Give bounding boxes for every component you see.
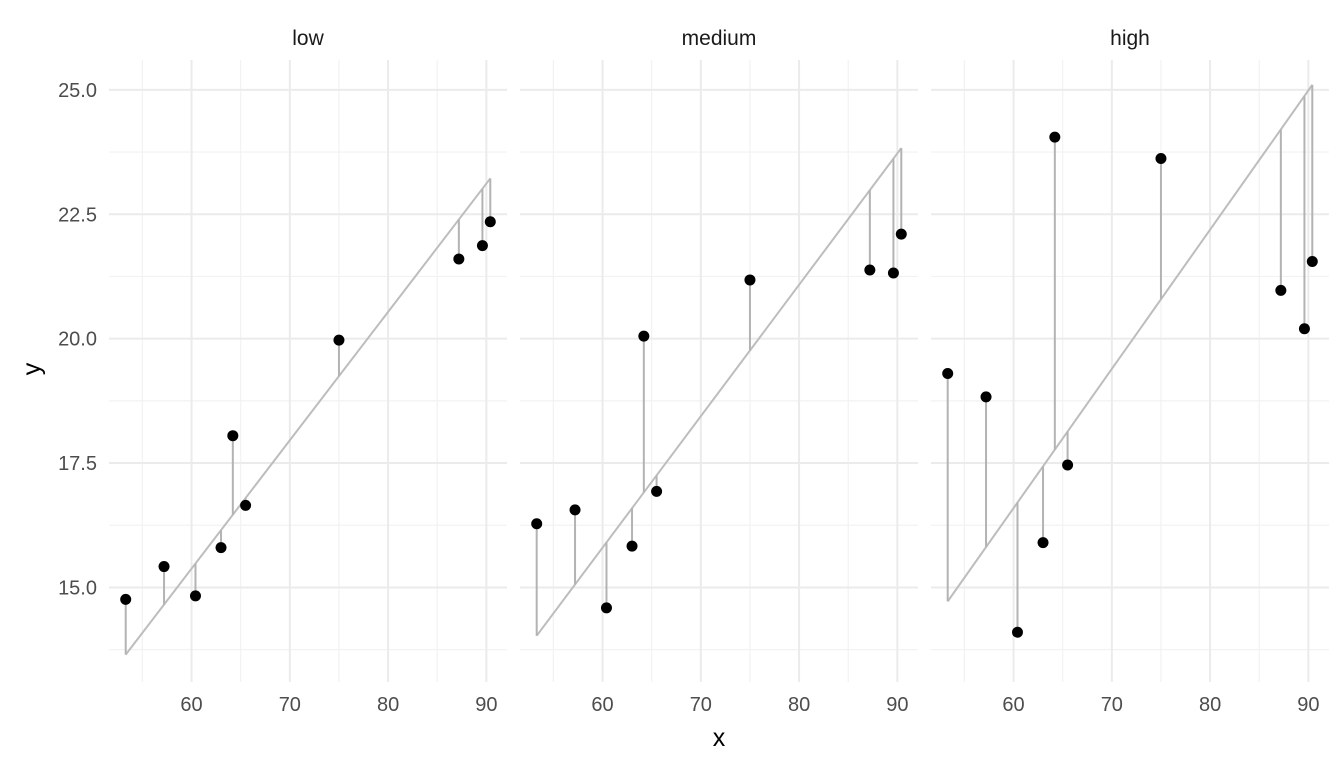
data-point	[626, 540, 638, 552]
x-tick-label: 60	[180, 694, 202, 716]
data-point	[569, 504, 581, 516]
data-point	[1155, 153, 1167, 165]
facet-label-low: low	[292, 27, 324, 50]
data-point	[1049, 131, 1061, 143]
x-tick-label: 80	[377, 694, 399, 716]
data-point	[240, 499, 252, 511]
x-tick-label: 90	[886, 694, 908, 716]
data-point	[476, 240, 488, 252]
x-tick-label: 70	[279, 694, 301, 716]
facet-panel-high: high 60 70 80 90	[931, 27, 1329, 716]
data-point	[942, 367, 954, 379]
y-tick-label: 20.0	[58, 329, 97, 351]
data-point	[227, 430, 239, 442]
x-tick-label: 70	[1101, 694, 1123, 716]
data-point	[1298, 323, 1310, 335]
data-point	[638, 330, 650, 342]
data-point	[215, 542, 227, 554]
x-tick-label: 80	[788, 694, 810, 716]
data-point	[189, 590, 201, 602]
data-point	[600, 602, 612, 614]
data-point	[120, 593, 132, 605]
y-tick-label: 17.5	[58, 453, 97, 475]
data-point	[1306, 256, 1318, 268]
fit-line-low	[124, 177, 492, 656]
x-tick-label: 80	[1199, 694, 1221, 716]
data-point	[1275, 284, 1287, 296]
data-point	[887, 267, 899, 279]
data-point	[651, 485, 663, 497]
y-axis-title: y	[18, 362, 46, 375]
data-point	[980, 391, 992, 403]
facet-label-medium: medium	[682, 27, 757, 50]
data-point	[864, 264, 876, 276]
data-point	[1062, 459, 1074, 471]
facet-panel-medium: medium 60 70 80 90	[520, 27, 918, 716]
x-tick-label: 60	[591, 694, 613, 716]
facet-label-high: high	[1110, 27, 1150, 50]
data-point	[531, 518, 543, 530]
fit-line-medium	[535, 147, 903, 637]
facet-panel-low: low 60 70 80 90	[109, 27, 507, 716]
x-tick-label: 90	[475, 694, 497, 716]
fit-line-high	[946, 84, 1314, 602]
y-tick-label: 25.0	[58, 80, 97, 102]
x-axis-title: x	[713, 724, 726, 752]
x-tick-label: 90	[1297, 694, 1319, 716]
data-point	[744, 274, 756, 286]
data-point	[895, 228, 907, 240]
y-tick-label: 15.0	[58, 577, 97, 599]
data-point	[1011, 626, 1023, 638]
data-point	[333, 334, 345, 346]
data-point	[484, 216, 496, 228]
y-tick-label: 22.5	[58, 204, 97, 226]
x-tick-label: 70	[690, 694, 712, 716]
x-tick-label: 60	[1002, 694, 1024, 716]
data-point	[158, 561, 170, 573]
data-point	[453, 253, 465, 265]
data-point	[1037, 537, 1049, 549]
